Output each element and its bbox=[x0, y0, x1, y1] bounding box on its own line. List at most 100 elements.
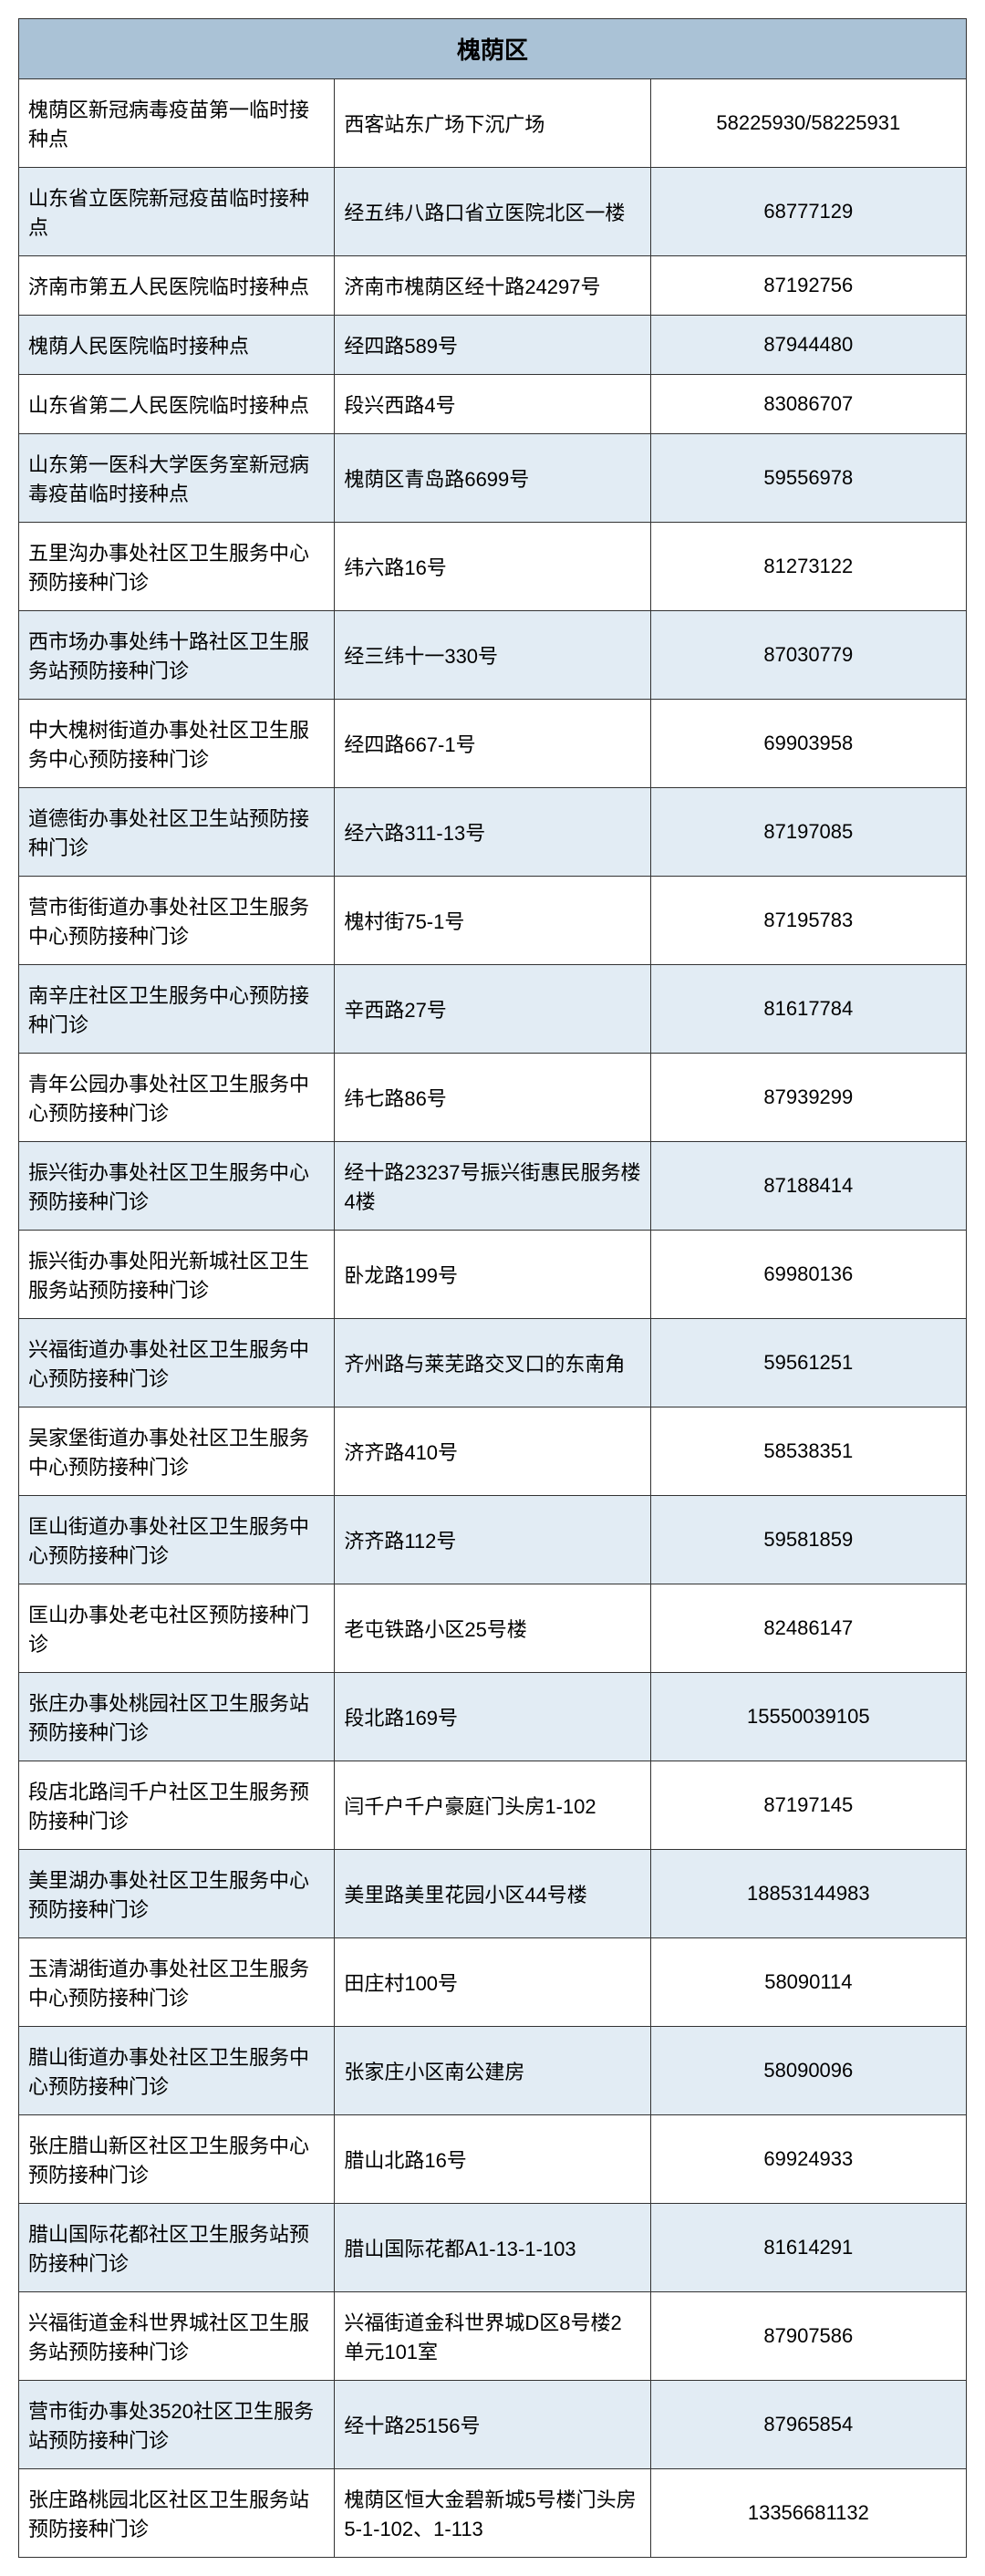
site-address-cell: 槐村街75-1号 bbox=[335, 877, 650, 965]
site-phone-cell: 82486147 bbox=[650, 1584, 966, 1673]
site-name-cell: 兴福街道金科世界城社区卫生服务站预防接种门诊 bbox=[19, 2292, 335, 2381]
site-address-cell: 经三纬十一330号 bbox=[335, 611, 650, 700]
site-address-cell: 经六路311-13号 bbox=[335, 788, 650, 877]
site-address-cell: 闫千户千户豪庭门头房1-102 bbox=[335, 1761, 650, 1850]
site-name-cell: 山东省第二人民医院临时接种点 bbox=[19, 375, 335, 434]
table-row: 振兴街办事处阳光新城社区卫生服务站预防接种门诊卧龙路199号69980136 bbox=[19, 1231, 967, 1319]
site-phone-cell: 58538351 bbox=[650, 1407, 966, 1496]
site-phone-cell: 59556978 bbox=[650, 434, 966, 523]
site-name-cell: 中大槐树街道办事处社区卫生服务中心预防接种门诊 bbox=[19, 700, 335, 788]
site-address-cell: 经五纬八路口省立医院北区一楼 bbox=[335, 168, 650, 256]
site-name-cell: 匡山办事处老屯社区预防接种门诊 bbox=[19, 1584, 335, 1673]
site-phone-cell: 87030779 bbox=[650, 611, 966, 700]
site-address-cell: 田庄村100号 bbox=[335, 1938, 650, 2027]
site-phone-cell: 18853144983 bbox=[650, 1850, 966, 1938]
site-phone-cell: 13356681132 bbox=[650, 2469, 966, 2558]
table-row: 山东省第二人民医院临时接种点段兴西路4号83086707 bbox=[19, 375, 967, 434]
table-title: 槐荫区 bbox=[19, 19, 967, 79]
site-address-cell: 槐荫区恒大金碧新城5号楼门头房5-1-102、1-113 bbox=[335, 2469, 650, 2558]
table-row: 振兴街办事处社区卫生服务中心预防接种门诊经十路23237号振兴街惠民服务楼4楼8… bbox=[19, 1142, 967, 1231]
site-phone-cell: 59561251 bbox=[650, 1319, 966, 1407]
site-phone-cell: 58090096 bbox=[650, 2027, 966, 2115]
vaccination-sites-table: 槐荫区 槐荫区新冠病毒疫苗第一临时接种点西客站东广场下沉广场58225930/5… bbox=[18, 18, 967, 2558]
table-row: 匡山街道办事处社区卫生服务中心预防接种门诊济齐路112号59581859 bbox=[19, 1496, 967, 1584]
table-row: 道德街办事处社区卫生站预防接种门诊经六路311-13号87197085 bbox=[19, 788, 967, 877]
site-phone-cell: 87188414 bbox=[650, 1142, 966, 1231]
table-row: 槐荫人民医院临时接种点经四路589号87944480 bbox=[19, 316, 967, 375]
table-row: 济南市第五人民医院临时接种点济南市槐荫区经十路24297号87192756 bbox=[19, 256, 967, 316]
site-name-cell: 青年公园办事处社区卫生服务中心预防接种门诊 bbox=[19, 1054, 335, 1142]
table-row: 美里湖办事处社区卫生服务中心预防接种门诊美里路美里花园小区44号楼1885314… bbox=[19, 1850, 967, 1938]
site-phone-cell: 68777129 bbox=[650, 168, 966, 256]
table-row: 山东第一医科大学医务室新冠病毒疫苗临时接种点槐荫区青岛路6699号5955697… bbox=[19, 434, 967, 523]
site-address-cell: 经十路23237号振兴街惠民服务楼4楼 bbox=[335, 1142, 650, 1231]
table-row: 匡山办事处老屯社区预防接种门诊老屯铁路小区25号楼82486147 bbox=[19, 1584, 967, 1673]
table-header-row: 槐荫区 bbox=[19, 19, 967, 79]
table-row: 吴家堡街道办事处社区卫生服务中心预防接种门诊济齐路410号58538351 bbox=[19, 1407, 967, 1496]
table-row: 腊山国际花都社区卫生服务站预防接种门诊腊山国际花都A1-13-1-1038161… bbox=[19, 2204, 967, 2292]
site-address-cell: 济齐路112号 bbox=[335, 1496, 650, 1584]
site-name-cell: 张庄路桃园北区社区卫生服务站预防接种门诊 bbox=[19, 2469, 335, 2558]
site-phone-cell: 87192756 bbox=[650, 256, 966, 316]
site-address-cell: 卧龙路199号 bbox=[335, 1231, 650, 1319]
table-row: 张庄办事处桃园社区卫生服务站预防接种门诊段北路169号15550039105 bbox=[19, 1673, 967, 1761]
site-name-cell: 匡山街道办事处社区卫生服务中心预防接种门诊 bbox=[19, 1496, 335, 1584]
site-phone-cell: 69980136 bbox=[650, 1231, 966, 1319]
site-phone-cell: 87965854 bbox=[650, 2381, 966, 2469]
site-name-cell: 槐荫区新冠病毒疫苗第一临时接种点 bbox=[19, 79, 335, 168]
site-name-cell: 兴福街道办事处社区卫生服务中心预防接种门诊 bbox=[19, 1319, 335, 1407]
site-name-cell: 西市场办事处纬十路社区卫生服务站预防接种门诊 bbox=[19, 611, 335, 700]
site-address-cell: 腊山国际花都A1-13-1-103 bbox=[335, 2204, 650, 2292]
site-name-cell: 山东第一医科大学医务室新冠病毒疫苗临时接种点 bbox=[19, 434, 335, 523]
table-row: 玉清湖街道办事处社区卫生服务中心预防接种门诊田庄村100号58090114 bbox=[19, 1938, 967, 2027]
site-name-cell: 玉清湖街道办事处社区卫生服务中心预防接种门诊 bbox=[19, 1938, 335, 2027]
table-row: 山东省立医院新冠疫苗临时接种点经五纬八路口省立医院北区一楼68777129 bbox=[19, 168, 967, 256]
site-phone-cell: 81617784 bbox=[650, 965, 966, 1054]
site-address-cell: 腊山北路16号 bbox=[335, 2115, 650, 2204]
site-address-cell: 济齐路410号 bbox=[335, 1407, 650, 1496]
site-name-cell: 道德街办事处社区卫生站预防接种门诊 bbox=[19, 788, 335, 877]
site-phone-cell: 58090114 bbox=[650, 1938, 966, 2027]
site-name-cell: 张庄腊山新区社区卫生服务中心预防接种门诊 bbox=[19, 2115, 335, 2204]
site-name-cell: 美里湖办事处社区卫生服务中心预防接种门诊 bbox=[19, 1850, 335, 1938]
site-address-cell: 经四路667-1号 bbox=[335, 700, 650, 788]
table-row: 青年公园办事处社区卫生服务中心预防接种门诊纬七路86号87939299 bbox=[19, 1054, 967, 1142]
table-row: 兴福街道办事处社区卫生服务中心预防接种门诊齐州路与莱芜路交叉口的东南角59561… bbox=[19, 1319, 967, 1407]
site-address-cell: 经十路25156号 bbox=[335, 2381, 650, 2469]
site-phone-cell: 87944480 bbox=[650, 316, 966, 375]
site-phone-cell: 87195783 bbox=[650, 877, 966, 965]
site-address-cell: 齐州路与莱芜路交叉口的东南角 bbox=[335, 1319, 650, 1407]
site-name-cell: 振兴街办事处阳光新城社区卫生服务站预防接种门诊 bbox=[19, 1231, 335, 1319]
site-phone-cell: 15550039105 bbox=[650, 1673, 966, 1761]
table-body: 槐荫区新冠病毒疫苗第一临时接种点西客站东广场下沉广场58225930/58225… bbox=[19, 79, 967, 2558]
site-phone-cell: 81614291 bbox=[650, 2204, 966, 2292]
table-row: 张庄腊山新区社区卫生服务中心预防接种门诊腊山北路16号69924933 bbox=[19, 2115, 967, 2204]
site-address-cell: 纬七路86号 bbox=[335, 1054, 650, 1142]
site-name-cell: 腊山国际花都社区卫生服务站预防接种门诊 bbox=[19, 2204, 335, 2292]
site-name-cell: 南辛庄社区卫生服务中心预防接种门诊 bbox=[19, 965, 335, 1054]
site-address-cell: 槐荫区青岛路6699号 bbox=[335, 434, 650, 523]
site-address-cell: 辛西路27号 bbox=[335, 965, 650, 1054]
site-name-cell: 段店北路闫千户社区卫生服务预防接种门诊 bbox=[19, 1761, 335, 1850]
table-row: 张庄路桃园北区社区卫生服务站预防接种门诊槐荫区恒大金碧新城5号楼门头房5-1-1… bbox=[19, 2469, 967, 2558]
site-name-cell: 济南市第五人民医院临时接种点 bbox=[19, 256, 335, 316]
site-address-cell: 兴福街道金科世界城D区8号楼2单元101室 bbox=[335, 2292, 650, 2381]
site-address-cell: 纬六路16号 bbox=[335, 523, 650, 611]
site-phone-cell: 87197145 bbox=[650, 1761, 966, 1850]
site-address-cell: 段兴西路4号 bbox=[335, 375, 650, 434]
site-phone-cell: 69924933 bbox=[650, 2115, 966, 2204]
table-row: 腊山街道办事处社区卫生服务中心预防接种门诊张家庄小区南公建房58090096 bbox=[19, 2027, 967, 2115]
site-name-cell: 张庄办事处桃园社区卫生服务站预防接种门诊 bbox=[19, 1673, 335, 1761]
site-name-cell: 营市街办事处3520社区卫生服务站预防接种门诊 bbox=[19, 2381, 335, 2469]
table-row: 营市街街道办事处社区卫生服务中心预防接种门诊槐村街75-1号87195783 bbox=[19, 877, 967, 965]
table-row: 段店北路闫千户社区卫生服务预防接种门诊闫千户千户豪庭门头房1-102871971… bbox=[19, 1761, 967, 1850]
table-row: 兴福街道金科世界城社区卫生服务站预防接种门诊兴福街道金科世界城D区8号楼2单元1… bbox=[19, 2292, 967, 2381]
site-name-cell: 振兴街办事处社区卫生服务中心预防接种门诊 bbox=[19, 1142, 335, 1231]
table-row: 营市街办事处3520社区卫生服务站预防接种门诊经十路25156号87965854 bbox=[19, 2381, 967, 2469]
site-phone-cell: 87197085 bbox=[650, 788, 966, 877]
vaccination-sites-table-container: 槐荫区 槐荫区新冠病毒疫苗第一临时接种点西客站东广场下沉广场58225930/5… bbox=[18, 18, 967, 2558]
site-phone-cell: 69903958 bbox=[650, 700, 966, 788]
site-address-cell: 西客站东广场下沉广场 bbox=[335, 79, 650, 168]
site-name-cell: 五里沟办事处社区卫生服务中心预防接种门诊 bbox=[19, 523, 335, 611]
site-address-cell: 济南市槐荫区经十路24297号 bbox=[335, 256, 650, 316]
